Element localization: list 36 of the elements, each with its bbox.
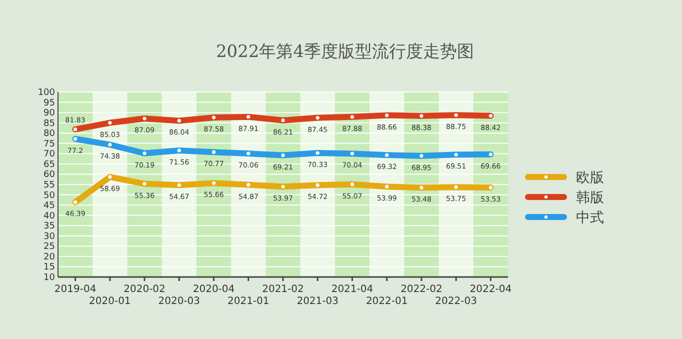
y-tick-label: 35 [44, 222, 55, 232]
x-tick-label: 2022-03 [435, 296, 477, 307]
x-tick-label: 2022-04 [470, 284, 512, 295]
x-tick-label: 2022-02 [400, 284, 442, 295]
y-tick-label: 30 [44, 232, 56, 242]
y-tick-label: 95 [44, 98, 55, 108]
legend-label: 中式 [576, 210, 604, 226]
legend-label: 欧版 [576, 170, 604, 186]
y-tick-label: 40 [44, 211, 56, 222]
y-tick-label: 60 [44, 170, 56, 180]
x-tick-label: 2022-01 [366, 296, 408, 307]
x-tick-label: 2021-04 [331, 284, 374, 295]
y-tick-label: 50 [44, 190, 56, 201]
y-tick-label: 45 [44, 201, 55, 212]
x-tick-label: 2021-02 [262, 284, 304, 295]
x-tick-label: 2020-02 [124, 284, 166, 295]
x-tick-label: 2019-04 [54, 284, 96, 295]
y-tick-label: 55 [44, 180, 55, 190]
x-tick-label: 2020-03 [158, 296, 200, 307]
x-tick-label: 2021-01 [227, 296, 270, 307]
y-tick-label: 25 [44, 242, 55, 252]
y-tick-label: 100 [38, 88, 56, 98]
x-tick-label: 2020-04 [192, 284, 235, 295]
x-tick-label: 2021-03 [296, 296, 339, 307]
chart-title: 2022年第4季度版型流行度走势图 [216, 42, 474, 62]
y-tick-label: 75 [44, 139, 55, 150]
x-tick-label: 2020-01 [89, 296, 131, 307]
y-tick-label: 80 [44, 129, 56, 140]
y-tick-label: 70 [44, 150, 56, 160]
y-tick-label: 90 [44, 108, 56, 119]
y-tick-label: 20 [44, 252, 56, 262]
legend-label: 韩版 [576, 190, 604, 206]
y-tick-label: 65 [44, 160, 55, 170]
y-tick-label: 85 [44, 118, 55, 129]
y-tick-label: 10 [44, 273, 56, 283]
y-tick-label: 15 [44, 262, 55, 273]
